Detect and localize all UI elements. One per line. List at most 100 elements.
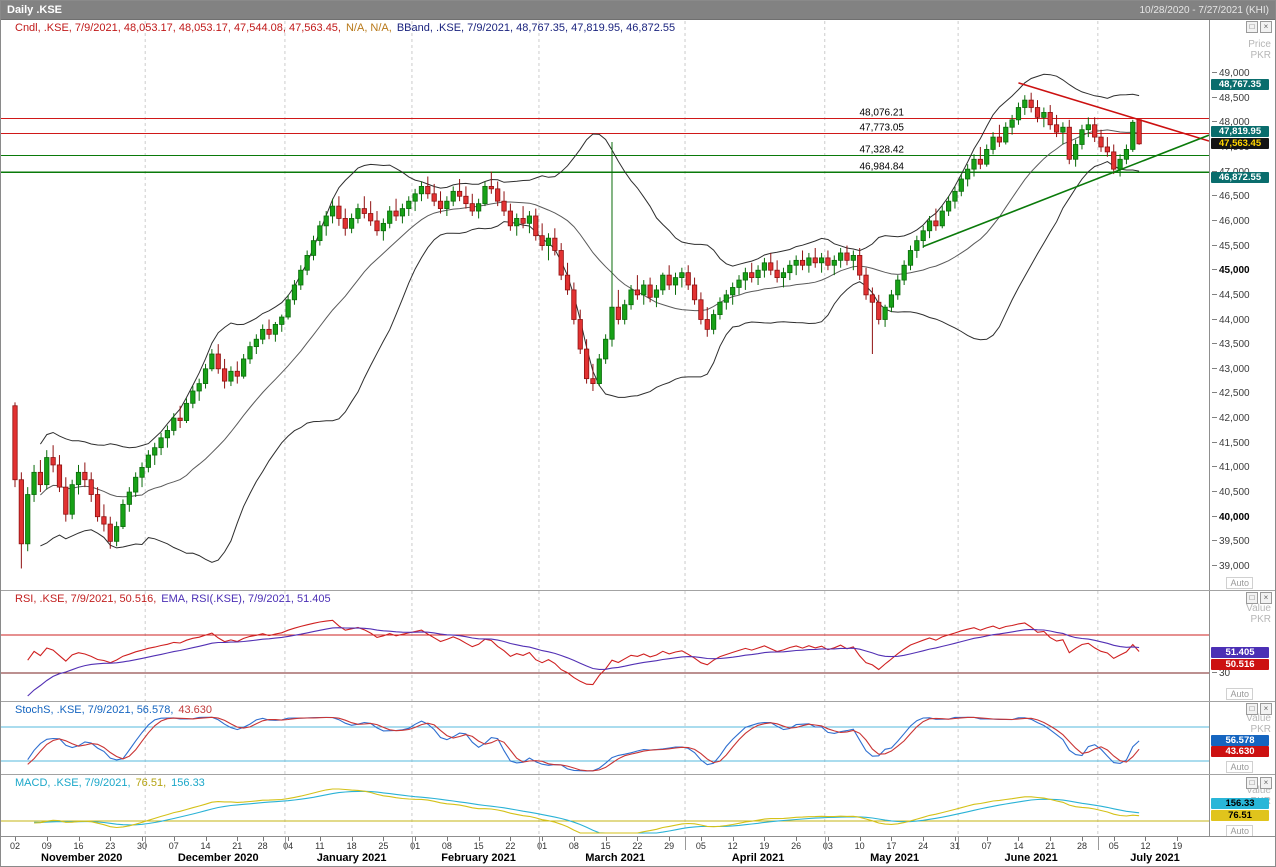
rsi-axis-auto-button[interactable]: Auto: [1226, 688, 1253, 700]
month-boundary-tick: [411, 837, 413, 850]
axis-value-badge: 76.51: [1211, 809, 1269, 821]
restore-icon[interactable]: □: [1246, 21, 1258, 33]
candle-body: [590, 378, 596, 384]
candle-body: [965, 168, 971, 180]
x-axis-tick: [700, 837, 702, 841]
macd-legend: MACD, .KSE, 7/9/2021, 76.51, 156.33: [15, 777, 210, 789]
candle-body: [1047, 112, 1053, 126]
stoch-d-line: [27, 716, 1140, 772]
x-axis-day-label: 15: [473, 841, 484, 851]
x-axis-tick: [1018, 837, 1020, 841]
x-axis-tick: [986, 837, 988, 841]
candle-body: [355, 208, 361, 219]
close-icon[interactable]: ×: [1260, 592, 1272, 604]
x-axis-day-label: 29: [664, 841, 675, 851]
x-axis-day-label: 30: [137, 841, 148, 851]
candle-body: [571, 289, 577, 320]
trendline[interactable]: [922, 134, 1209, 248]
price-tick: 43,500: [1212, 339, 1250, 350]
x-axis-tick: [478, 837, 480, 841]
close-icon[interactable]: ×: [1260, 703, 1272, 715]
axis-value-badge: 46,872.55: [1211, 172, 1269, 184]
candle-body: [279, 316, 285, 325]
candle-body: [933, 220, 939, 227]
candle-body: [850, 255, 856, 261]
stoch-axis-auto-button[interactable]: Auto: [1226, 761, 1253, 773]
candle-body: [799, 259, 806, 266]
x-axis-tick: [205, 837, 207, 841]
candle-body: [1003, 126, 1009, 143]
x-axis-day-label: 08: [441, 841, 452, 851]
time-axis[interactable]: 02 09 16 23 30 07 14 21 28 04 11 18 25 01 08 15 22 01 08 15…: [1, 836, 1275, 866]
price-level-label: 47,773.05: [860, 122, 905, 133]
candle-body: [647, 284, 653, 298]
candle-body: [107, 523, 113, 542]
main-legend-part-1: N/A, N/A,: [345, 22, 392, 34]
x-axis-day-label: 04: [283, 841, 294, 851]
stoch-panel-separator[interactable]: [1, 701, 1275, 702]
rsi-tick-30-label: 30: [1219, 668, 1231, 679]
x-axis-tick: [1081, 837, 1083, 841]
month-boundary-tick: [145, 837, 147, 850]
axis-value-badge: 47,563.45: [1211, 138, 1269, 150]
x-axis-tick: [1177, 837, 1179, 841]
titlebar-separator: [1, 19, 1275, 20]
macd-line: [34, 788, 1140, 834]
x-axis-day-label: 24: [918, 841, 929, 851]
candle-body: [977, 158, 983, 165]
candle-body: [291, 284, 298, 301]
candle-body: [431, 193, 437, 202]
candle-body: [634, 289, 640, 296]
main-legend-part-2: BBand, .KSE, 7/9/2021, 48,767.35, 47,819…: [396, 22, 676, 34]
candle-body: [742, 272, 748, 281]
candle-body: [444, 200, 450, 209]
close-icon[interactable]: ×: [1260, 21, 1272, 33]
trendline[interactable]: [1018, 82, 1209, 142]
rsi-panel-separator[interactable]: [1, 590, 1275, 591]
candle-body: [717, 301, 723, 315]
macd-signal-line: [34, 790, 1140, 834]
macd-panel-separator[interactable]: [1, 774, 1275, 775]
candle-body: [825, 257, 831, 266]
candle-body: [1123, 149, 1130, 160]
restore-icon[interactable]: □: [1246, 777, 1258, 789]
candle-body: [1092, 124, 1098, 138]
candle-body: [50, 457, 56, 466]
restore-icon[interactable]: □: [1246, 592, 1258, 604]
candle-body: [323, 215, 329, 227]
x-axis-day-label: 26: [791, 841, 802, 851]
price-axis-auto-button[interactable]: Auto: [1226, 577, 1253, 589]
price-tick: 43,000: [1212, 364, 1250, 375]
chart-title: Daily .KSE: [7, 4, 63, 16]
stoch-k-line: [27, 716, 1140, 772]
candle-body: [895, 279, 901, 296]
price-tick: 45,000: [1212, 265, 1250, 276]
main-panel-window-buttons: □ ×: [1246, 21, 1272, 33]
rsi-legend: RSI, .KSE, 7/9/2021, 50.516, EMA, RSI(.KS…: [15, 593, 336, 605]
macd-legend-part-0: MACD, .KSE, 7/9/2021,: [15, 777, 131, 789]
candle-body: [456, 190, 463, 197]
x-axis-tick: [669, 837, 671, 841]
x-axis-tick: [351, 837, 353, 841]
candle-body: [628, 289, 634, 306]
candle-body: [158, 437, 164, 449]
price-tick: 41,000: [1212, 462, 1250, 473]
x-axis-month-label: November 2020: [41, 852, 123, 864]
candle-body: [812, 257, 818, 264]
axis-value-badge: 56.578: [1211, 734, 1269, 746]
value-axis-column[interactable]: Price PKR Value PKR Value PKR Value PKR …: [1209, 19, 1275, 837]
rsi-legend-part-0: RSI, .KSE, 7/9/2021, 50.516,: [15, 593, 157, 605]
candle-body: [583, 348, 590, 380]
candle-body: [863, 274, 869, 296]
month-boundary-tick: [538, 837, 540, 850]
candle-body: [761, 262, 768, 271]
candle-body: [926, 220, 933, 232]
restore-icon[interactable]: □: [1246, 703, 1258, 715]
candle-body: [183, 402, 190, 421]
date-range-label: 10/28/2020 - 7/27/2021 (KHI): [1139, 4, 1269, 16]
candle-body: [952, 190, 958, 202]
candle-body: [247, 346, 253, 360]
close-icon[interactable]: ×: [1260, 777, 1272, 789]
candle-body: [418, 185, 425, 195]
candle-body: [18, 479, 24, 545]
